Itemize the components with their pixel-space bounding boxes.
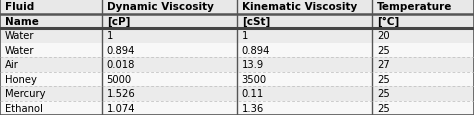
Bar [0,29,102,43]
Bar [0,72,102,86]
Text: 1: 1 [107,31,113,41]
Bar [0,101,102,115]
Text: 5000: 5000 [107,74,132,84]
Text: 1.074: 1.074 [107,103,135,113]
Text: Ethanol: Ethanol [5,103,43,113]
Text: [cSt]: [cSt] [242,16,270,27]
Bar [237,58,372,72]
Text: Kinematic Viscosity: Kinematic Viscosity [242,2,357,12]
Text: 1.526: 1.526 [107,88,136,98]
Text: [cP]: [cP] [107,16,130,27]
Text: [°C]: [°C] [377,16,399,27]
Text: Water: Water [5,31,34,41]
Text: Water: Water [5,45,34,55]
Text: 0.11: 0.11 [242,88,264,98]
Text: 25: 25 [377,88,390,98]
Bar [102,72,237,86]
Text: 0.894: 0.894 [242,45,270,55]
Text: 0.894: 0.894 [107,45,135,55]
Bar [372,0,474,14]
Bar [0,58,102,72]
Bar [372,43,474,58]
Text: 3500: 3500 [242,74,267,84]
Bar [0,14,102,29]
Bar [0,86,102,101]
Bar [102,14,237,29]
Bar [102,29,237,43]
Bar [237,14,372,29]
Text: 1: 1 [242,31,248,41]
Text: 0.018: 0.018 [107,60,135,70]
Bar [237,101,372,115]
Text: Temperature: Temperature [377,2,452,12]
Bar [237,72,372,86]
Bar [0,43,102,58]
Bar [372,101,474,115]
Bar [372,29,474,43]
Bar [102,58,237,72]
Text: 25: 25 [377,45,390,55]
Bar [237,86,372,101]
Bar [237,43,372,58]
Bar [102,43,237,58]
Text: 20: 20 [377,31,390,41]
Text: Air: Air [5,60,18,70]
Bar [237,0,372,14]
Text: Dynamic Viscosity: Dynamic Viscosity [107,2,213,12]
Bar [102,0,237,14]
Bar [237,29,372,43]
Bar [102,86,237,101]
Text: 27: 27 [377,60,390,70]
Text: 1.36: 1.36 [242,103,264,113]
Text: Fluid: Fluid [5,2,34,12]
Bar [102,101,237,115]
Bar [0,0,102,14]
Bar [372,86,474,101]
Text: Mercury: Mercury [5,88,45,98]
Text: 25: 25 [377,74,390,84]
Text: Name: Name [5,17,38,27]
Bar [372,58,474,72]
Text: 13.9: 13.9 [242,60,264,70]
Bar [372,72,474,86]
Bar [372,14,474,29]
Text: 25: 25 [377,103,390,113]
Text: Honey: Honey [5,74,36,84]
